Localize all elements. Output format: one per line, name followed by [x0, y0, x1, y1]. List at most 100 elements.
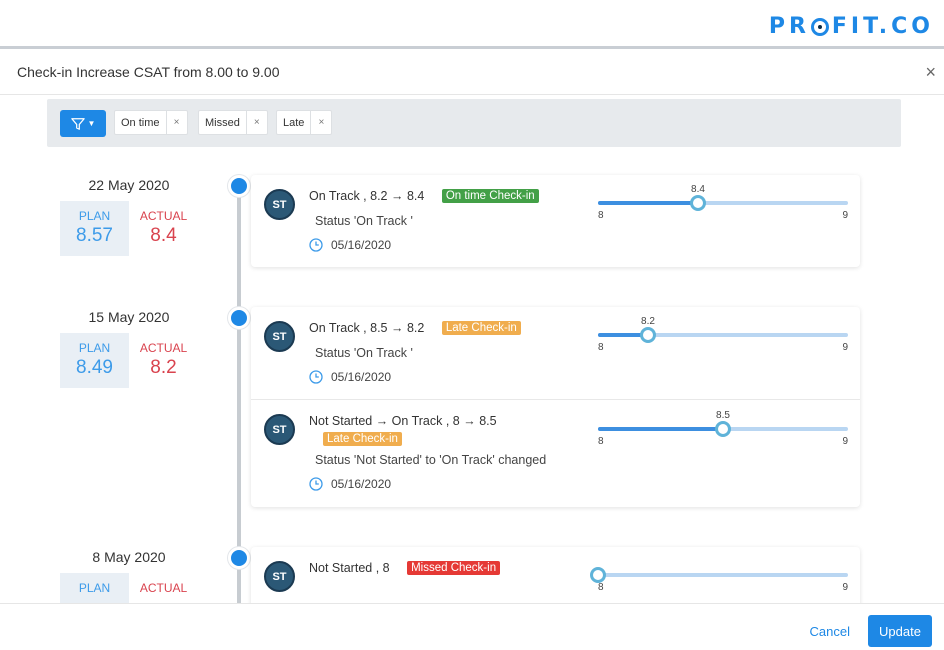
badge-row: Late Check-in [309, 430, 402, 448]
checkin-date-text: 05/16/2020 [331, 370, 392, 384]
logo-o-icon [810, 17, 829, 36]
actual-box: ACTUAL [129, 573, 198, 603]
plan-label: PLAN [78, 209, 111, 223]
cancel-button[interactable]: Cancel [809, 624, 850, 639]
timeline-dot [228, 307, 250, 329]
modal-footer: Cancel Update [0, 603, 944, 650]
status-badge: Late Check-in [323, 432, 402, 446]
timeline-dot [228, 175, 250, 197]
checkin-date-text: 05/16/2020 [331, 477, 392, 491]
timeline-date-block: 8 May 2020 PLAN ACTUAL [60, 549, 210, 603]
avatar: ST [264, 321, 295, 352]
status-badge: On time Check-in [441, 189, 539, 203]
chip-late: Late × [276, 110, 333, 135]
checkin-title-text: Not Started , 8 [309, 561, 390, 575]
actual-box: ACTUAL 8.2 [129, 333, 198, 388]
caret-down-icon: ▼ [87, 119, 96, 128]
slider-min: 8 [598, 342, 604, 353]
modal-header: Check-in Increase CSAT from 8.00 to 9.00… [0, 49, 944, 95]
checkin-title: Not Started , 8 Missed Check-in [309, 561, 501, 575]
close-icon[interactable]: × [925, 62, 936, 82]
slider-max: 9 [842, 582, 848, 593]
filter-button[interactable]: ▼ [60, 110, 106, 137]
update-button[interactable]: Update [868, 615, 932, 647]
checkin-title-text: Not Started → On Track , 8 → 8.5 [309, 414, 497, 428]
checkin-entry: ST Not Started → On Track , 8 → 8.5 Late… [251, 399, 860, 507]
slider-value: 8.4 [691, 184, 705, 195]
timeline-date: 15 May 2020 [88, 309, 170, 325]
checkin-entry: ST Not Started , 8 Missed Check-in 8 9 [251, 547, 860, 603]
remove-chip-icon[interactable]: × [310, 111, 331, 134]
slider-min: 8 [598, 210, 604, 221]
progress-slider: 8.4 8 9 [598, 184, 848, 229]
progress-slider: 8 9 [590, 561, 848, 601]
profit-co-logo: PR FIT.CO [769, 14, 934, 39]
slider-max: 9 [842, 436, 848, 447]
clock-icon [309, 477, 323, 491]
filter-icon [70, 117, 85, 130]
plan-label: PLAN [78, 341, 111, 355]
checkin-entry: ST On Track , 8.5 → 8.2 Late Check-in St… [251, 307, 860, 399]
slider-fill [598, 333, 648, 337]
timeline-date: 8 May 2020 [92, 549, 166, 565]
logo-text-end: FIT.CO [831, 14, 934, 39]
checkin-date: 05/16/2020 [309, 370, 391, 384]
actual-label: ACTUAL [139, 341, 188, 355]
avatar: ST [264, 189, 295, 220]
actual-value: 8.4 [150, 225, 177, 246]
clock-icon [309, 238, 323, 252]
slider-max: 9 [842, 210, 848, 221]
clock-icon [309, 370, 323, 384]
status-badge: Late Check-in [441, 321, 521, 335]
progress-slider: 8.5 8 9 [598, 410, 848, 455]
plan-value: 8.49 [76, 357, 113, 378]
timeline-dot [228, 547, 250, 569]
status-text: Status 'On Track ' [315, 346, 413, 360]
modal-title: Check-in Increase CSAT from 8.00 to 9.00 [17, 63, 280, 80]
status-text: Status 'Not Started' to 'On Track' chang… [315, 453, 547, 467]
actual-box: ACTUAL 8.4 [129, 201, 198, 256]
avatar: ST [264, 414, 295, 445]
checkin-date: 05/16/2020 [309, 238, 391, 252]
chip-label: Missed [205, 116, 240, 129]
chip-label: Late [283, 116, 305, 129]
slider-min: 8 [598, 436, 604, 447]
avatar: ST [264, 561, 295, 592]
timeline-line [237, 185, 241, 603]
remove-chip-icon[interactable]: × [165, 111, 187, 134]
plan-box: PLAN 8.49 [60, 333, 129, 388]
chip-label: On time [121, 116, 160, 129]
checkin-card: ST On Track , 8.2 → 8.4 On time Check-in… [251, 175, 860, 267]
slider-value: 8.5 [716, 410, 730, 421]
actual-label: ACTUAL [139, 209, 188, 223]
slider-value: 8.2 [641, 316, 655, 327]
status-text: Status 'On Track ' [315, 214, 413, 228]
filter-bar: ▼ On time × Missed × Late × [47, 99, 901, 147]
timeline-date: 22 May 2020 [88, 177, 170, 193]
logo-text-start: PR [768, 14, 810, 39]
status-badge: Missed Check-in [407, 561, 501, 575]
checkin-title: Not Started → On Track , 8 → 8.5 [309, 414, 497, 428]
plan-label: PLAN [78, 581, 111, 595]
actual-label: ACTUAL [139, 581, 188, 595]
remove-chip-icon[interactable]: × [245, 111, 267, 134]
slider-track [598, 333, 848, 337]
slider-knob [640, 327, 656, 343]
slider-track [598, 573, 848, 577]
checkin-modal: Check-in Increase CSAT from 8.00 to 9.00… [0, 46, 944, 650]
slider-fill [598, 201, 698, 205]
checkin-card: ST On Track , 8.5 → 8.2 Late Check-in St… [251, 307, 860, 507]
slider-max: 9 [842, 342, 848, 353]
timeline-date-block: 22 May 2020 PLAN 8.57 ACTUAL 8.4 [60, 177, 210, 256]
modal-body: ▼ On time × Missed × Late × 22 May 2020 … [0, 97, 944, 603]
checkin-date-text: 05/16/2020 [331, 238, 392, 252]
slider-track [598, 201, 848, 205]
checkin-card: ST Not Started , 8 Missed Check-in 8 9 [251, 547, 860, 603]
chip-missed: Missed × [198, 110, 268, 135]
plan-box: PLAN 8.57 [60, 201, 129, 256]
slider-knob [590, 567, 606, 583]
chip-on-time: On time × [114, 110, 188, 135]
slider-fill [598, 427, 723, 431]
checkin-title: On Track , 8.5 → 8.2 Late Check-in [309, 321, 521, 335]
checkin-date: 05/16/2020 [309, 477, 391, 491]
